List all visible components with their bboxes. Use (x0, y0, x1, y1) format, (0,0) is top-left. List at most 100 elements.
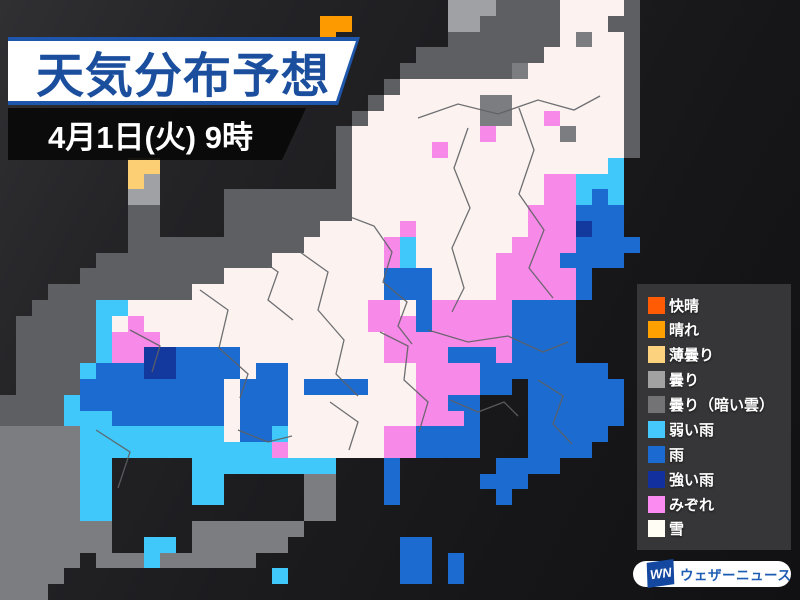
weather-cell (112, 584, 128, 600)
weather-cell (336, 252, 352, 269)
weather-cell (240, 268, 256, 285)
weather-cell (512, 537, 528, 553)
weather-cell (384, 442, 400, 458)
weather-cell (608, 347, 624, 363)
weather-cell (400, 252, 416, 269)
weather-cell (544, 236, 560, 253)
weather-cell (448, 426, 464, 443)
weather-cell (528, 378, 544, 395)
weather-cell (320, 363, 336, 379)
weather-cell (608, 173, 624, 190)
weather-cell (576, 142, 592, 158)
weather-cell (224, 363, 240, 379)
weather-cell (208, 284, 224, 300)
weather-cell (256, 474, 272, 490)
weather-cell (176, 347, 192, 364)
weather-cell (384, 16, 400, 32)
weather-cell (544, 205, 560, 222)
weather-cell (256, 189, 272, 206)
weather-cell (560, 426, 576, 443)
weather-cell (224, 568, 240, 584)
weather-cell (144, 284, 160, 300)
weather-cell (464, 442, 480, 458)
weather-cell (464, 489, 480, 505)
weather-cell (464, 378, 480, 395)
weather-cell (128, 16, 144, 32)
weather-cell (0, 253, 16, 269)
weather-cell (384, 537, 400, 553)
weather-cell (336, 315, 352, 332)
weather-cell (320, 158, 336, 174)
weather-cell (224, 331, 240, 348)
weather-cell (240, 552, 256, 569)
weather-cell (720, 79, 736, 95)
weather-cell (272, 457, 288, 474)
weather-cell (464, 363, 480, 379)
weather-cell (512, 252, 528, 269)
weather-cell (752, 0, 768, 16)
weather-cell (576, 63, 592, 79)
weather-cell (368, 236, 384, 253)
weather-cell (656, 63, 672, 79)
weather-cell (64, 457, 80, 474)
weather-cell (384, 236, 400, 253)
weather-cell (784, 142, 800, 158)
weather-cell (640, 126, 656, 142)
weather-cell (448, 252, 464, 269)
weather-cell (352, 95, 368, 111)
weather-cell (384, 568, 400, 584)
weather-cell (512, 363, 528, 379)
weather-cell (208, 426, 224, 443)
weather-cell (112, 205, 128, 221)
weather-cell (688, 0, 704, 16)
weather-cell (384, 299, 400, 316)
weather-cell (336, 505, 352, 521)
legend-item-7: 強い雨 (648, 470, 787, 489)
weather-cell (176, 410, 192, 427)
weather-cell (80, 237, 96, 253)
weather-cell (768, 95, 784, 111)
weather-cell (112, 537, 128, 553)
weather-cell (208, 521, 224, 537)
weather-cell (720, 174, 736, 190)
weather-cell (192, 0, 208, 16)
weather-cell (192, 189, 208, 205)
weather-cell (64, 268, 80, 284)
weather-cell (16, 394, 32, 411)
weather-cell (640, 253, 656, 269)
weather-cell (384, 0, 400, 16)
weather-cell (432, 47, 448, 64)
weather-cell (592, 410, 608, 427)
weather-cell (496, 110, 512, 127)
weather-cell (336, 442, 352, 458)
weather-cell (192, 442, 208, 458)
weather-cell (96, 299, 112, 316)
weather-cell (544, 63, 560, 79)
weather-cell (368, 394, 384, 411)
weather-cell (656, 189, 672, 205)
weather-cell (256, 521, 272, 537)
weather-cell (0, 442, 16, 458)
weather-cell (192, 552, 208, 569)
weather-cell (480, 110, 496, 127)
legend-label: 強い雨 (669, 471, 715, 489)
weather-cell (592, 173, 608, 190)
weather-cell (608, 15, 624, 32)
weather-cell (352, 173, 368, 190)
weather-cell (720, 95, 736, 111)
weather-cell (496, 457, 512, 474)
weather-cell (336, 268, 352, 285)
weather-cell (432, 426, 448, 443)
weather-cell (176, 299, 192, 316)
weather-cell (144, 236, 160, 253)
weather-cell (512, 568, 528, 584)
weather-cell (608, 94, 624, 111)
weather-cell (384, 189, 400, 206)
legend-label: 快晴 (669, 297, 700, 315)
weather-cell (576, 426, 592, 443)
weather-cell (368, 331, 384, 348)
weather-cell (480, 126, 496, 143)
weather-cell (608, 410, 624, 427)
weather-cell (480, 411, 496, 427)
weather-cell (256, 394, 272, 411)
